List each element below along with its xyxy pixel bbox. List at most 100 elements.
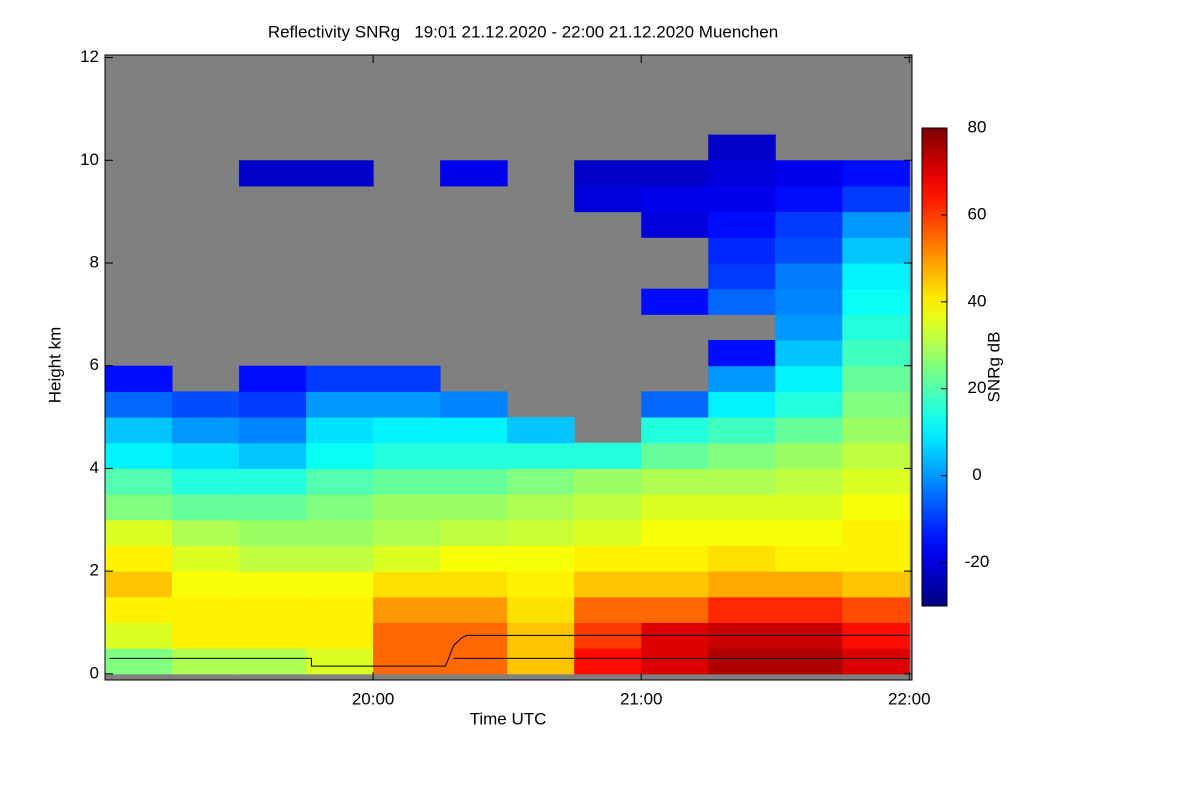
heatmap-cell: [239, 442, 307, 469]
heatmap-cell: [440, 545, 508, 572]
heatmap-cell: [574, 468, 642, 495]
heatmap-cell: [172, 545, 240, 572]
heatmap-cell: [373, 391, 441, 418]
heatmap-cell: [105, 391, 173, 418]
heatmap-cell: [373, 417, 441, 444]
heatmap-cell: [842, 211, 910, 238]
colorbar-label: SNRg dB: [984, 332, 1003, 403]
heatmap-cell: [775, 262, 843, 290]
x-axis-label: Time UTC: [470, 709, 547, 728]
heatmap-cell: [775, 211, 843, 238]
y-tick-label: 6: [90, 355, 99, 374]
y-tick-label: 2: [90, 561, 99, 580]
heatmap-cell: [574, 160, 642, 187]
heatmap-cell: [105, 545, 173, 572]
heatmap-cell: [105, 468, 173, 495]
heatmap-cell: [775, 417, 843, 444]
heatmap-cell: [641, 391, 709, 418]
heatmap-cell: [708, 519, 776, 546]
heatmap-cell: [842, 571, 910, 598]
heatmap-cell: [775, 442, 843, 469]
heatmap-cell: [306, 648, 374, 675]
y-axis-label: Height km: [45, 327, 64, 404]
heatmap-cell: [105, 648, 173, 675]
heatmap-cell: [641, 494, 709, 521]
heatmap-cell: [641, 417, 709, 444]
heatmap-cell: [708, 545, 776, 572]
heatmap-cell: [708, 288, 776, 315]
heatmap-cell: [708, 365, 776, 392]
heatmap-cell: [574, 596, 642, 623]
heatmap-cell: [440, 571, 508, 598]
heatmap-cell: [842, 391, 910, 418]
heatmap-cell: [507, 417, 575, 444]
heatmap-cell: [172, 596, 240, 623]
y-tick-label: 0: [90, 663, 99, 682]
heatmap-cell: [641, 545, 709, 572]
heatmap-cell: [105, 571, 173, 598]
heatmap-cell: [641, 571, 709, 598]
heatmap-cell: [306, 571, 374, 598]
heatmap-cell: [574, 185, 642, 213]
heatmap-cell: [306, 442, 374, 469]
heatmap-cell: [373, 545, 441, 572]
heatmap-cell: [239, 417, 307, 444]
heatmap-cell: [440, 596, 508, 623]
overlay-line: [109, 634, 910, 667]
y-tick-label: 4: [90, 458, 99, 477]
heatmap-cell: [239, 596, 307, 623]
heatmap-cell: [239, 391, 307, 418]
heatmap-cell: [775, 468, 843, 495]
heatmap-cell: [574, 494, 642, 521]
heatmap-cell: [105, 365, 173, 392]
heatmap-cell: [440, 519, 508, 546]
heatmap-cell: [775, 288, 843, 315]
heatmap-cell: [507, 494, 575, 521]
heatmap-cell: [775, 185, 843, 213]
heatmap-cell: [641, 442, 709, 469]
heatmap-cell: [440, 417, 508, 444]
heatmap-cell: [574, 442, 642, 469]
heatmap-cell: [708, 571, 776, 598]
heatmap-cell: [842, 417, 910, 444]
heatmap-cell: [239, 494, 307, 521]
heatmap-cell: [708, 494, 776, 521]
heatmap-cell: [641, 160, 709, 187]
heatmap-cell: [641, 648, 709, 675]
heatmap-cell: [440, 160, 508, 187]
heatmap-cell: [842, 494, 910, 521]
heatmap-cell: [708, 417, 776, 444]
heatmap-cell: [775, 160, 843, 187]
heatmap-cell: [641, 211, 709, 238]
heatmap-cell: [172, 622, 240, 649]
heatmap-cell: [507, 596, 575, 623]
heatmap-cell: [373, 468, 441, 495]
heatmap-cell: [507, 571, 575, 598]
heatmap-cell: [373, 442, 441, 469]
heatmap-cell: [105, 494, 173, 521]
heatmap-cell: [306, 417, 374, 444]
heatmap-cell: [708, 134, 776, 161]
heatmap-cell: [507, 519, 575, 546]
heatmap-cell: [239, 622, 307, 649]
x-tick-label: 20:00: [352, 689, 395, 708]
heatmap-cell: [775, 545, 843, 572]
heatmap-cell: [708, 211, 776, 238]
heatmap-cell: [842, 160, 910, 187]
heatmap-cell: [306, 519, 374, 546]
heatmap-cell: [306, 160, 374, 187]
heatmap-cell: [842, 340, 910, 367]
heatmap-cell: [708, 596, 776, 623]
heatmap-cell: [842, 185, 910, 213]
heatmap-cell: [842, 442, 910, 469]
heatmap-cell: [842, 648, 910, 675]
colorbar-tick-label: 0: [972, 465, 981, 484]
heatmap-cell: [775, 519, 843, 546]
heatmap-cell: [105, 417, 173, 444]
heatmap-cell: [507, 545, 575, 572]
heatmap-cell: [440, 648, 508, 675]
heatmap-cell: [708, 648, 776, 675]
heatmap-cell: [306, 391, 374, 418]
heatmap-cell: [306, 468, 374, 495]
heatmap-cell: [440, 494, 508, 521]
